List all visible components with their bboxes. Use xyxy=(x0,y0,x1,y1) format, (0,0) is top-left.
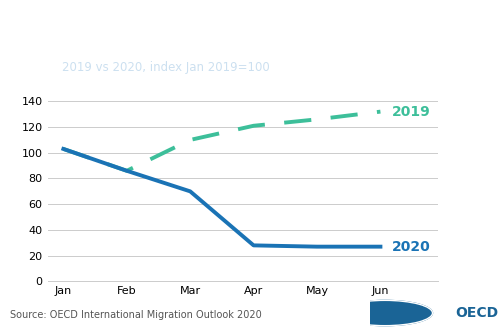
Text: 2019 vs 2020, index Jan 2019=100: 2019 vs 2020, index Jan 2019=100 xyxy=(62,61,270,74)
Text: 2019: 2019 xyxy=(392,105,430,119)
Text: Source: OECD International Migration Outlook 2020: Source: OECD International Migration Out… xyxy=(10,310,262,320)
Text: 2020: 2020 xyxy=(392,240,430,254)
Text: OECD: OECD xyxy=(455,306,498,320)
Text: )): )) xyxy=(414,306,426,320)
Circle shape xyxy=(338,300,432,326)
Text: The number of resident permits has plummeted: The number of resident permits has plumm… xyxy=(62,20,500,38)
